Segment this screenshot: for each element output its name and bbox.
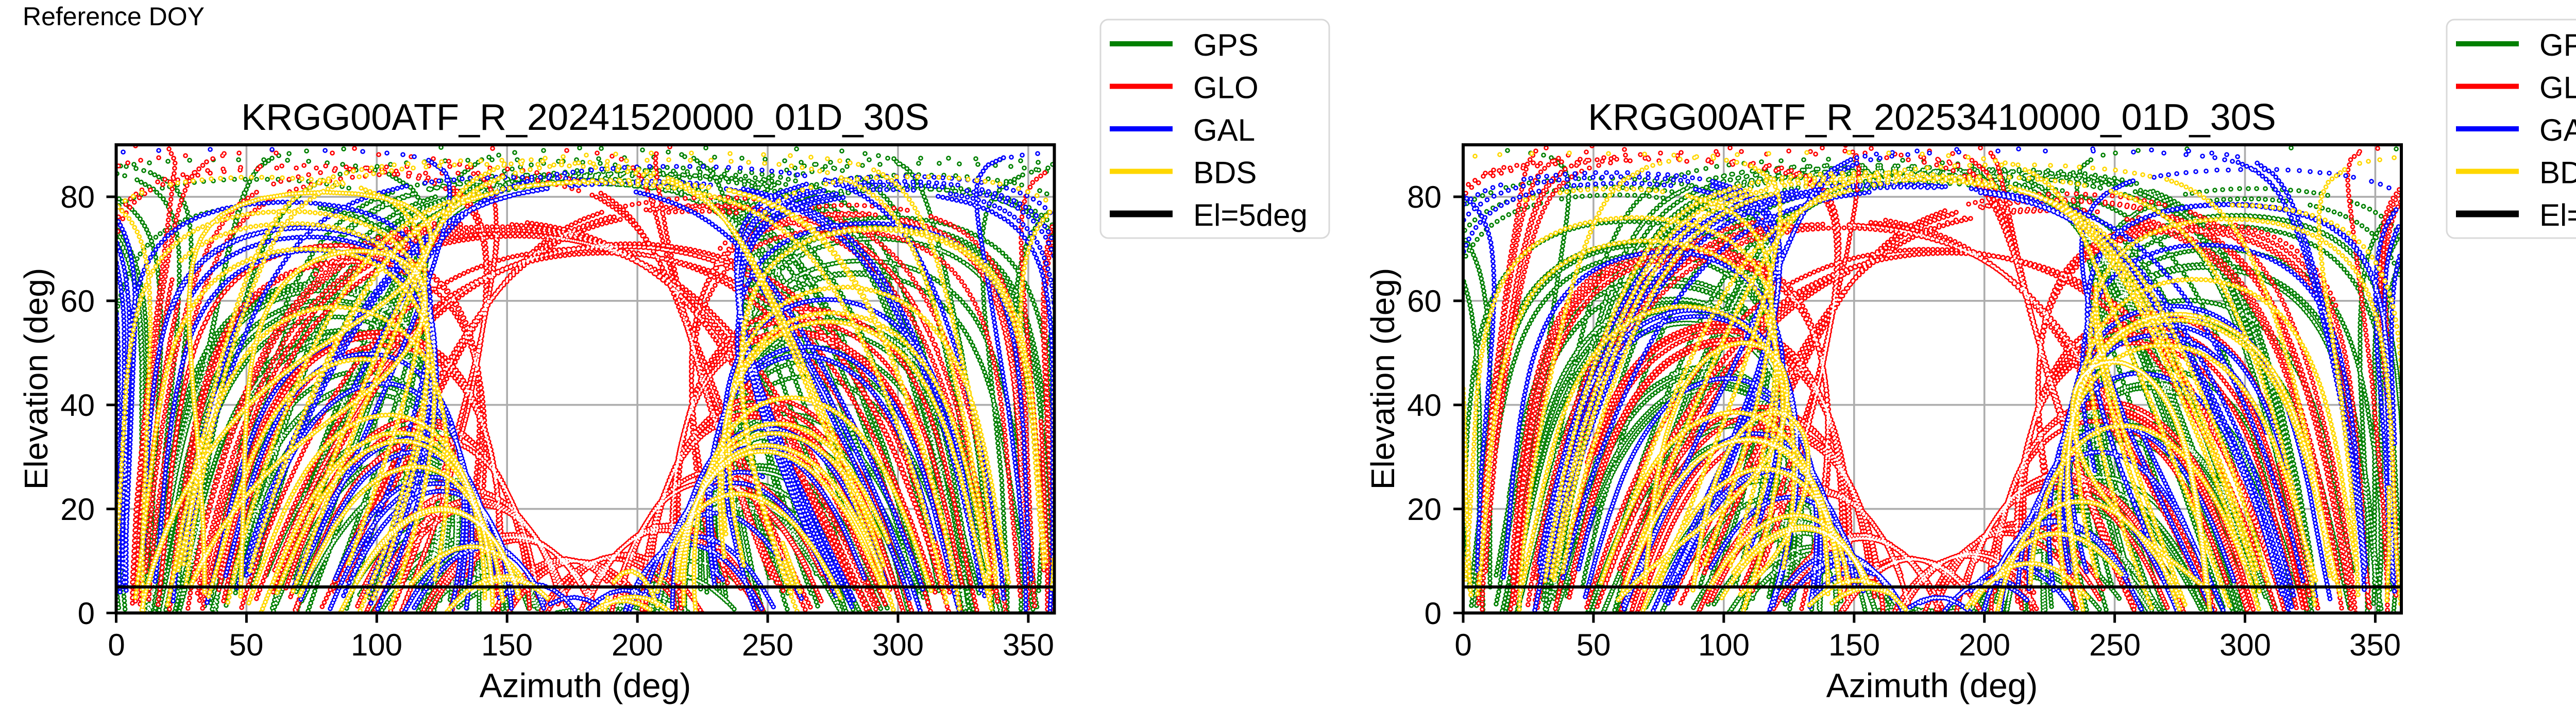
svg-text:0: 0 (1454, 628, 1471, 662)
svg-text:350: 350 (2349, 628, 2401, 662)
svg-text:KRGG00ATF_R_20241520000_01D_30: KRGG00ATF_R_20241520000_01D_30S (241, 97, 929, 138)
svg-text:Azimuth (deg): Azimuth (deg) (1826, 666, 2038, 704)
svg-text:60: 60 (1407, 284, 1442, 318)
svg-text:BDS: BDS (1193, 156, 1257, 190)
svg-text:GLO: GLO (1193, 71, 1259, 105)
svg-text:80: 80 (1407, 180, 1442, 214)
svg-text:Azimuth (deg): Azimuth (deg) (480, 666, 691, 704)
svg-text:100: 100 (1698, 628, 1750, 662)
svg-text:BDS: BDS (2539, 156, 2576, 190)
svg-text:250: 250 (742, 628, 793, 662)
svg-text:Reference DOY: Reference DOY (23, 2, 205, 31)
svg-text:GAL: GAL (2539, 113, 2576, 147)
svg-text:0: 0 (78, 596, 95, 631)
svg-text:GPS: GPS (1193, 28, 1259, 62)
svg-text:20: 20 (1407, 492, 1442, 527)
svg-text:300: 300 (872, 628, 924, 662)
svg-text:300: 300 (2219, 628, 2271, 662)
svg-text:GPS: GPS (2539, 28, 2576, 62)
svg-text:40: 40 (1407, 388, 1442, 423)
svg-text:GLO: GLO (2539, 71, 2576, 105)
svg-text:100: 100 (351, 628, 402, 662)
svg-text:Elevation (deg): Elevation (deg) (18, 268, 55, 490)
svg-text:El=5deg: El=5deg (2539, 198, 2576, 232)
svg-text:40: 40 (60, 388, 95, 423)
svg-text:El=5deg: El=5deg (1193, 198, 1308, 232)
svg-text:50: 50 (1577, 628, 1611, 662)
svg-text:KRGG00ATF_R_20253410000_01D_30: KRGG00ATF_R_20253410000_01D_30S (1588, 97, 2276, 138)
svg-text:150: 150 (1828, 628, 1880, 662)
svg-text:250: 250 (2089, 628, 2141, 662)
svg-text:200: 200 (1959, 628, 2010, 662)
svg-text:20: 20 (60, 492, 95, 527)
svg-text:200: 200 (612, 628, 663, 662)
svg-text:0: 0 (108, 628, 125, 662)
svg-text:60: 60 (60, 284, 95, 318)
svg-text:50: 50 (229, 628, 264, 662)
svg-text:GAL: GAL (1193, 113, 1255, 147)
svg-text:Elevation (deg): Elevation (deg) (1364, 268, 1401, 490)
svg-text:150: 150 (481, 628, 533, 662)
svg-text:0: 0 (1425, 596, 1442, 631)
svg-text:350: 350 (1003, 628, 1054, 662)
svg-text:80: 80 (60, 180, 95, 214)
